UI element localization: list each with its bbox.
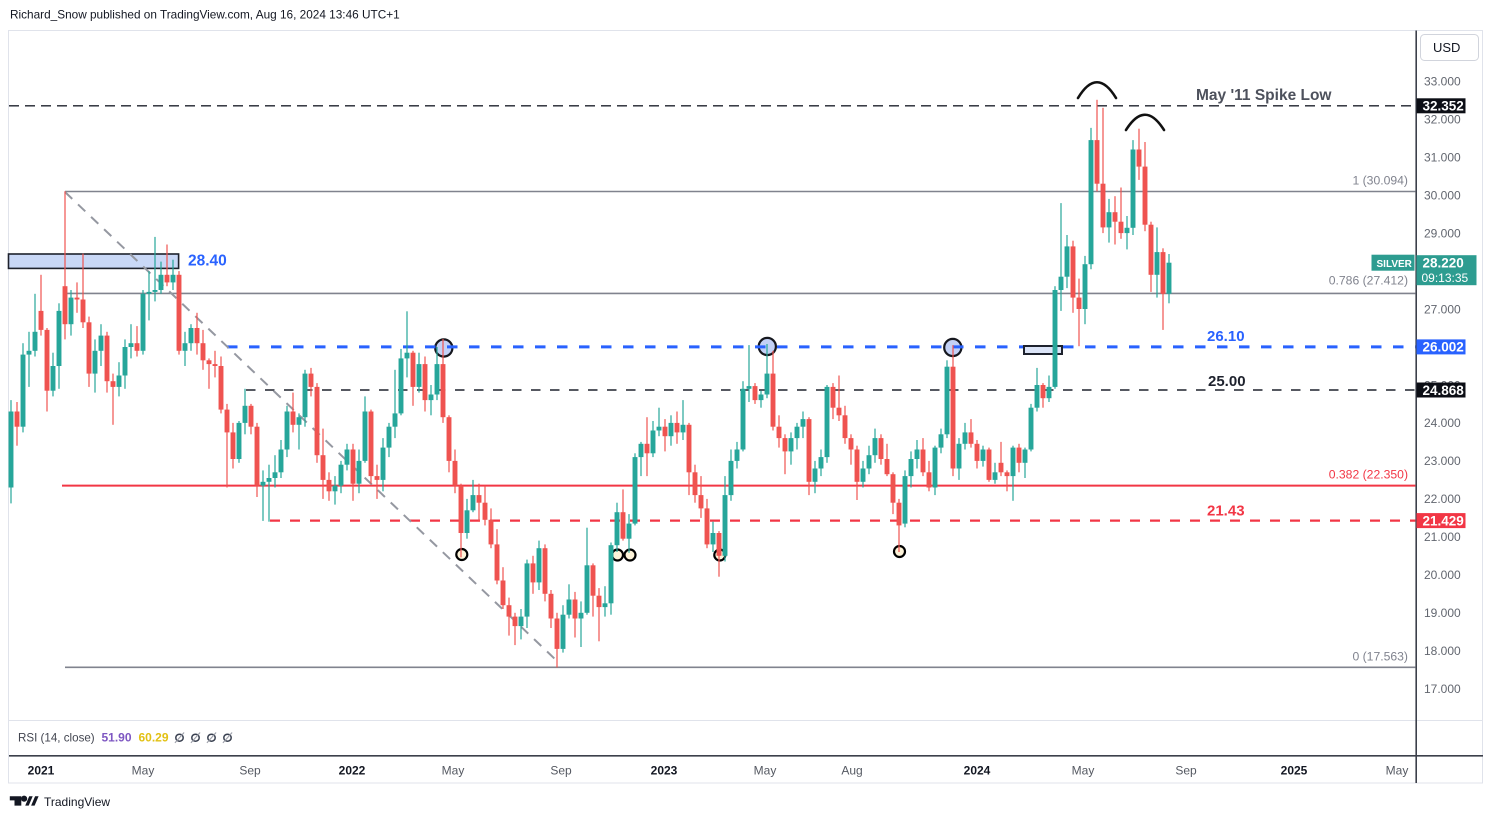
svg-text:28.220: 28.220 [1423,256,1464,271]
svg-text:19.000: 19.000 [1424,606,1461,620]
svg-text:20.000: 20.000 [1424,568,1461,582]
svg-text:28.40: 28.40 [188,253,227,270]
svg-text:Richard_Snow published on Trad: Richard_Snow published on TradingView.co… [10,7,400,21]
svg-text:31.000: 31.000 [1424,150,1461,164]
svg-text:2023: 2023 [651,764,678,778]
svg-text:2021: 2021 [28,764,55,778]
svg-text:30.000: 30.000 [1424,188,1461,202]
svg-text:26.10: 26.10 [1207,328,1245,345]
svg-text:25.00: 25.00 [1208,373,1246,390]
svg-text:0 (17.563): 0 (17.563) [1352,649,1408,663]
svg-text:May: May [1386,764,1409,778]
svg-text:26.002: 26.002 [1423,340,1464,355]
svg-text:1 (30.094): 1 (30.094) [1352,174,1408,188]
svg-text:32.000: 32.000 [1424,113,1461,127]
svg-text:RSI (14, close): RSI (14, close) [18,732,95,745]
svg-text:51.90: 51.90 [102,731,132,745]
svg-text:Sep: Sep [239,764,261,778]
svg-text:May: May [754,764,777,778]
svg-text:2024: 2024 [964,764,991,778]
svg-text:21.43: 21.43 [1207,503,1245,520]
svg-text:09:13:35: 09:13:35 [1422,271,1469,285]
svg-text:24.868: 24.868 [1423,383,1465,398]
svg-text:21.429: 21.429 [1423,513,1464,528]
svg-text:23.000: 23.000 [1424,454,1461,468]
svg-text:2025: 2025 [1281,764,1308,778]
svg-text:Aug: Aug [841,764,862,778]
svg-text:32.352: 32.352 [1423,99,1464,114]
svg-text:33.000: 33.000 [1424,75,1461,89]
svg-text:USD: USD [1433,40,1460,55]
svg-text:SILVER: SILVER [1377,259,1413,270]
svg-text:May: May [442,764,465,778]
svg-text:0.786 (27.412): 0.786 (27.412) [1329,273,1408,287]
svg-text:18.000: 18.000 [1424,644,1461,658]
svg-text:May: May [132,764,155,778]
svg-text:TradingView: TradingView [44,795,110,809]
svg-text:22.000: 22.000 [1424,492,1461,506]
svg-text:0.382 (22.350): 0.382 (22.350) [1329,468,1408,482]
svg-text:21.000: 21.000 [1424,530,1461,544]
svg-text:27.000: 27.000 [1424,302,1461,316]
svg-text:Sep: Sep [550,764,572,778]
svg-text:24.000: 24.000 [1424,416,1461,430]
svg-text:17.000: 17.000 [1424,682,1461,696]
svg-text:May '11 Spike Low: May '11 Spike Low [1196,87,1332,104]
svg-text:May: May [1072,764,1095,778]
svg-text:Sep: Sep [1175,764,1197,778]
svg-text:60.29: 60.29 [139,731,169,745]
svg-text:29.000: 29.000 [1424,226,1461,240]
svg-text:2022: 2022 [339,764,366,778]
